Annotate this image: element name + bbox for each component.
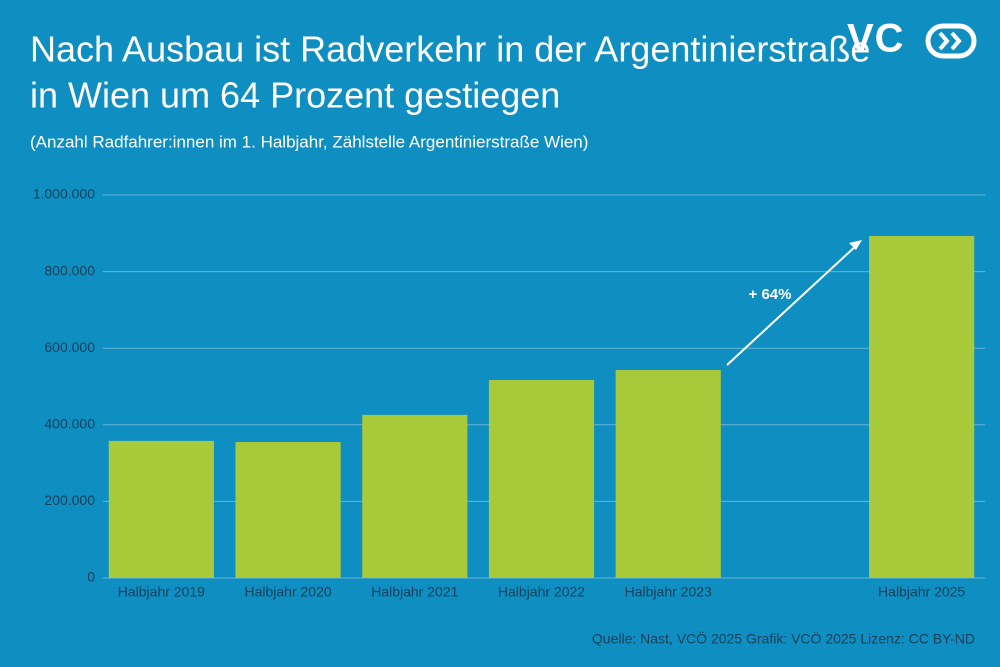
x-tick-label: Halbjahr 2020 [244, 584, 331, 600]
y-tick-label: 400.000 [44, 416, 95, 432]
x-tick-label: Halbjahr 2019 [118, 584, 205, 600]
bar [235, 442, 341, 578]
chart-title: Nach Ausbau ist Radverkehr in der Argent… [30, 29, 870, 70]
y-tick-label: 0 [87, 569, 95, 585]
annotation: + 64% [749, 286, 792, 303]
source: Quelle: Nast, VCÖ 2025 Grafik: VCÖ 2025 … [592, 630, 975, 647]
x-tick-label: Halbjahr 2025 [878, 584, 965, 600]
bar [108, 440, 214, 578]
logo: VC [847, 17, 905, 61]
chart-title: in Wien um 64 Prozent gestiegen [30, 75, 560, 116]
x-tick-label: Halbjahr 2022 [498, 584, 585, 600]
y-tick-label: 600.000 [44, 339, 95, 355]
logo-icon [925, 23, 977, 59]
bar [869, 235, 975, 578]
x-tick-label: Halbjahr 2021 [371, 584, 458, 600]
y-tick-label: 200.000 [44, 492, 95, 508]
bar [362, 414, 468, 578]
chart-subtitle: (Anzahl Radfahrer:innen im 1. Halbjahr, … [30, 132, 588, 151]
bar [488, 379, 595, 578]
bar [615, 370, 721, 578]
y-tick-label: 1.000.000 [33, 186, 95, 202]
x-tick-label: Halbjahr 2023 [625, 584, 712, 600]
annotation-arrowhead [849, 240, 862, 250]
annotation-arrow [726, 243, 859, 366]
y-tick-label: 800.000 [44, 262, 95, 278]
